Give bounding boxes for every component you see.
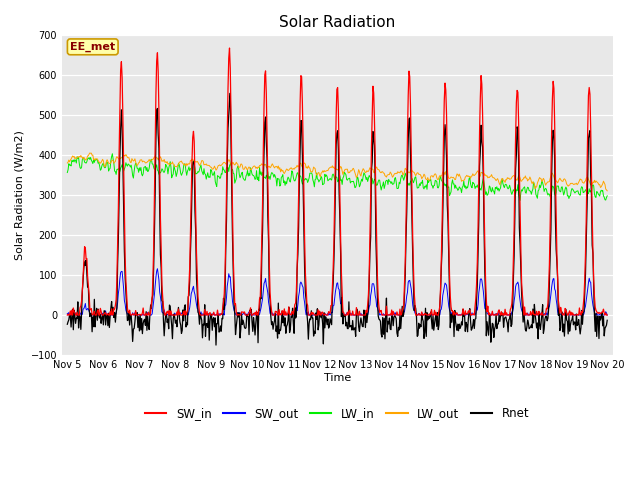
Rnet <box>404 136 412 142</box>
X-axis label: Time: Time <box>324 372 351 383</box>
SW_out <box>185 308 193 314</box>
SW_out <box>129 312 137 318</box>
Rnet <box>212 342 220 348</box>
LW_in <box>516 197 524 203</box>
LW_in <box>213 183 221 189</box>
LW_in <box>63 169 71 175</box>
SW_in <box>129 311 136 317</box>
Title: Solar Radiation: Solar Radiation <box>279 15 396 30</box>
LW_out <box>63 160 71 166</box>
LW_in <box>604 193 611 199</box>
SW_out <box>604 312 611 318</box>
SW_out <box>214 312 221 318</box>
SW_in <box>73 309 81 315</box>
Line: Rnet: Rnet <box>67 93 607 345</box>
LW_in <box>184 167 192 172</box>
LW_out <box>184 161 192 167</box>
SW_out <box>63 311 71 316</box>
SW_out <box>420 312 428 318</box>
Rnet <box>227 90 234 96</box>
LW_out <box>86 150 93 156</box>
Line: SW_out: SW_out <box>67 269 607 315</box>
SW_in <box>63 312 71 318</box>
SW_out <box>64 312 72 318</box>
SW_out <box>154 266 161 272</box>
Legend: SW_in, SW_out, LW_in, LW_out, Rnet: SW_in, SW_out, LW_in, LW_out, Rnet <box>140 402 534 425</box>
LW_in <box>129 175 137 181</box>
LW_in <box>419 185 427 191</box>
LW_out <box>404 168 412 174</box>
LW_in <box>109 151 116 156</box>
LW_out <box>213 167 221 172</box>
Rnet <box>213 321 221 326</box>
SW_in <box>184 308 191 314</box>
SW_out <box>74 312 82 318</box>
Line: SW_in: SW_in <box>67 48 607 315</box>
Rnet <box>184 322 191 328</box>
Rnet <box>604 317 611 323</box>
Text: EE_met: EE_met <box>70 42 115 52</box>
LW_out <box>419 173 427 179</box>
SW_in <box>419 312 427 318</box>
SW_in <box>212 312 220 318</box>
SW_out <box>404 279 412 285</box>
LW_out <box>129 158 137 164</box>
SW_in <box>604 312 611 318</box>
Rnet <box>63 322 71 327</box>
LW_in <box>404 180 412 186</box>
LW_out <box>73 155 81 161</box>
Rnet <box>73 316 81 322</box>
LW_in <box>73 154 81 160</box>
Line: LW_out: LW_out <box>67 153 607 191</box>
Y-axis label: Solar Radiation (W/m2): Solar Radiation (W/m2) <box>15 130 25 260</box>
SW_in <box>226 45 234 51</box>
Rnet <box>129 338 136 344</box>
LW_out <box>604 188 611 194</box>
SW_in <box>404 132 412 137</box>
Line: LW_in: LW_in <box>67 154 607 200</box>
Rnet <box>420 336 428 341</box>
